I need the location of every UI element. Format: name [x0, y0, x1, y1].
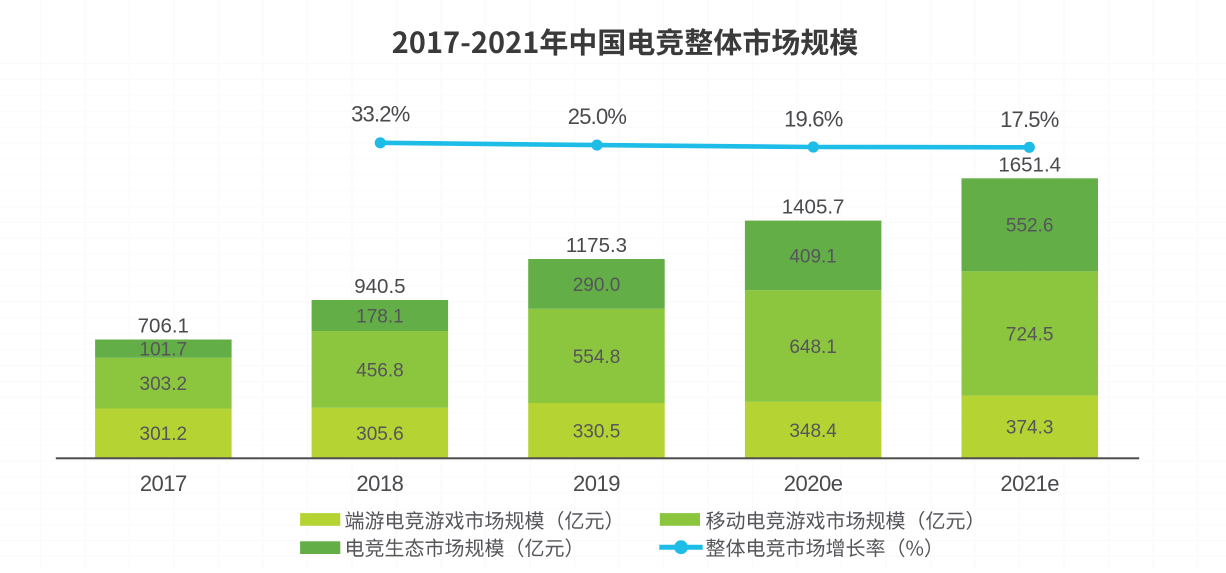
svg-text:17.5%: 17.5%: [1000, 107, 1059, 132]
svg-text:552.6: 552.6: [1006, 216, 1054, 237]
svg-text:301.2: 301.2: [140, 424, 188, 445]
svg-text:724.5: 724.5: [1006, 324, 1054, 345]
svg-text:374.3: 374.3: [1006, 418, 1054, 439]
svg-text:101.7: 101.7: [140, 340, 188, 361]
svg-text:456.8: 456.8: [356, 360, 404, 381]
svg-text:2020e: 2020e: [784, 471, 843, 496]
svg-text:554.8: 554.8: [573, 347, 621, 368]
svg-text:648.1: 648.1: [789, 337, 837, 358]
svg-text:1175.3: 1175.3: [566, 234, 627, 257]
svg-text:348.4: 348.4: [789, 421, 837, 442]
svg-text:2017: 2017: [140, 471, 187, 496]
svg-text:305.6: 305.6: [356, 424, 404, 445]
svg-text:33.2%: 33.2%: [351, 101, 410, 126]
svg-text:330.5: 330.5: [573, 421, 621, 442]
svg-text:2021e: 2021e: [1000, 471, 1059, 496]
svg-text:2018: 2018: [356, 471, 403, 496]
svg-text:19.6%: 19.6%: [784, 107, 843, 132]
svg-text:303.2: 303.2: [140, 374, 188, 395]
svg-text:290.0: 290.0: [573, 275, 621, 296]
svg-text:706.1: 706.1: [138, 315, 189, 338]
svg-text:178.1: 178.1: [356, 306, 404, 327]
svg-text:25.0%: 25.0%: [568, 104, 627, 129]
svg-text:2019: 2019: [573, 471, 620, 496]
svg-text:940.5: 940.5: [354, 275, 405, 298]
svg-text:409.1: 409.1: [789, 246, 837, 267]
svg-text:1651.4: 1651.4: [998, 153, 1061, 176]
svg-text:1405.7: 1405.7: [782, 196, 845, 219]
